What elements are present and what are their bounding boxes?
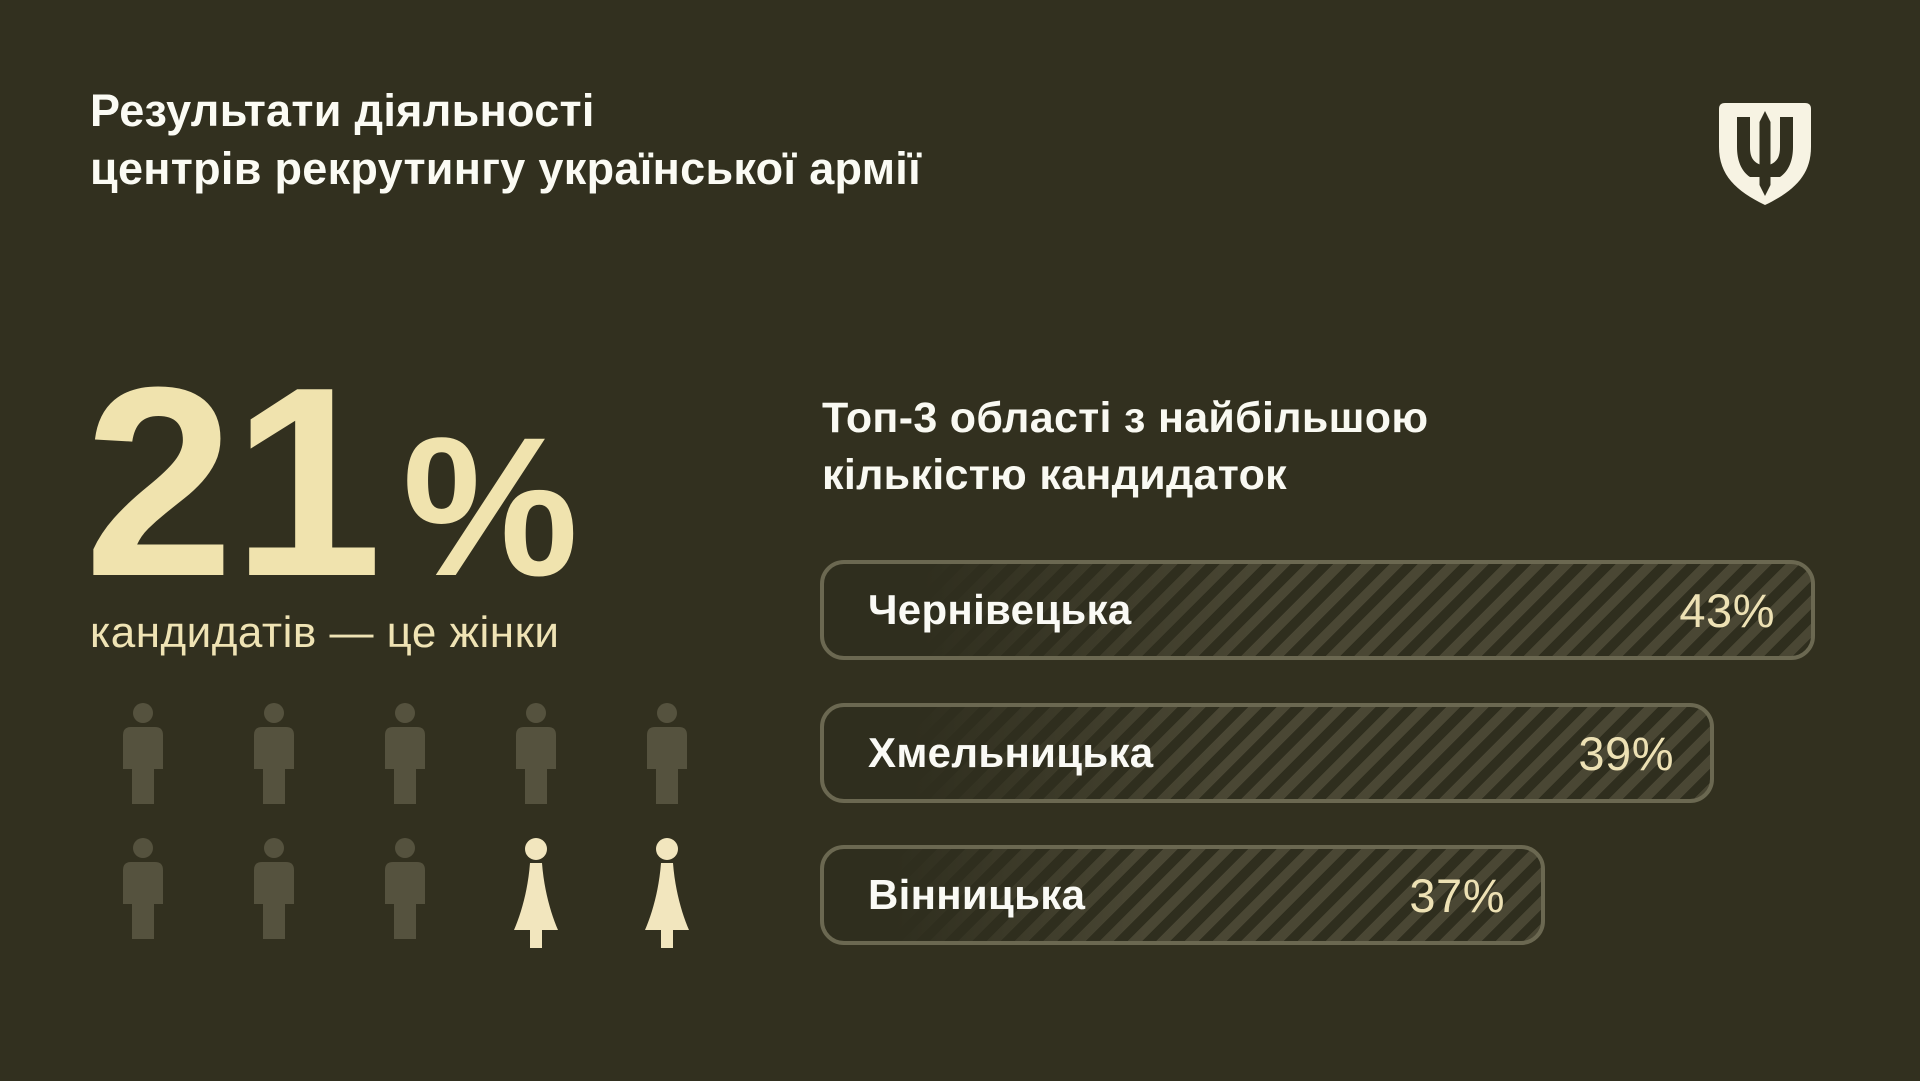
bar-label: Чернівецька: [868, 586, 1132, 633]
person-male-icon: [249, 703, 299, 804]
trident-shield-logo-icon: [1717, 101, 1813, 207]
page-title-line2: центрів рекрутингу української армії: [90, 143, 922, 194]
page-title-line1: Результати діяльності: [90, 85, 595, 136]
page-title: Результати діяльності центрів рекрутингу…: [90, 82, 921, 198]
person-male-icon: [118, 703, 168, 804]
bar-khmelnytska: Хмельницька 39%: [820, 703, 1714, 803]
pictogram-row-2: [118, 838, 692, 948]
stat-value: 21: [84, 332, 382, 633]
person-male-icon: [380, 703, 430, 804]
bar-value: 37%: [1409, 868, 1505, 922]
bar-label: Хмельницька: [868, 729, 1154, 776]
person-male-icon: [642, 703, 692, 804]
chart-heading-line1: Топ-3 області з найбільшою: [822, 394, 1429, 442]
bar-chernivetska: Чернівецька 43%: [820, 560, 1815, 660]
chart-heading-line2: кількістю кандидаток: [822, 451, 1287, 499]
person-female-icon: [511, 838, 561, 948]
person-male-icon: [511, 703, 561, 804]
pictogram-row-1: [118, 703, 692, 804]
chart-heading: Топ-3 області з найбільшою кількістю кан…: [822, 390, 1428, 504]
stat-percent-sign: %: [402, 396, 579, 617]
bar-vinnytska: Вінницька 37%: [820, 845, 1545, 945]
stat-caption: кандидатів — це жінки: [90, 608, 560, 657]
person-male-icon: [380, 838, 430, 939]
bar-value: 39%: [1578, 726, 1674, 780]
person-female-icon: [642, 838, 692, 948]
person-male-icon: [118, 838, 168, 939]
stat-percentage: 21%: [84, 348, 578, 618]
person-male-icon: [249, 838, 299, 939]
bar-value: 43%: [1679, 583, 1775, 637]
bar-label: Вінницька: [868, 871, 1086, 918]
